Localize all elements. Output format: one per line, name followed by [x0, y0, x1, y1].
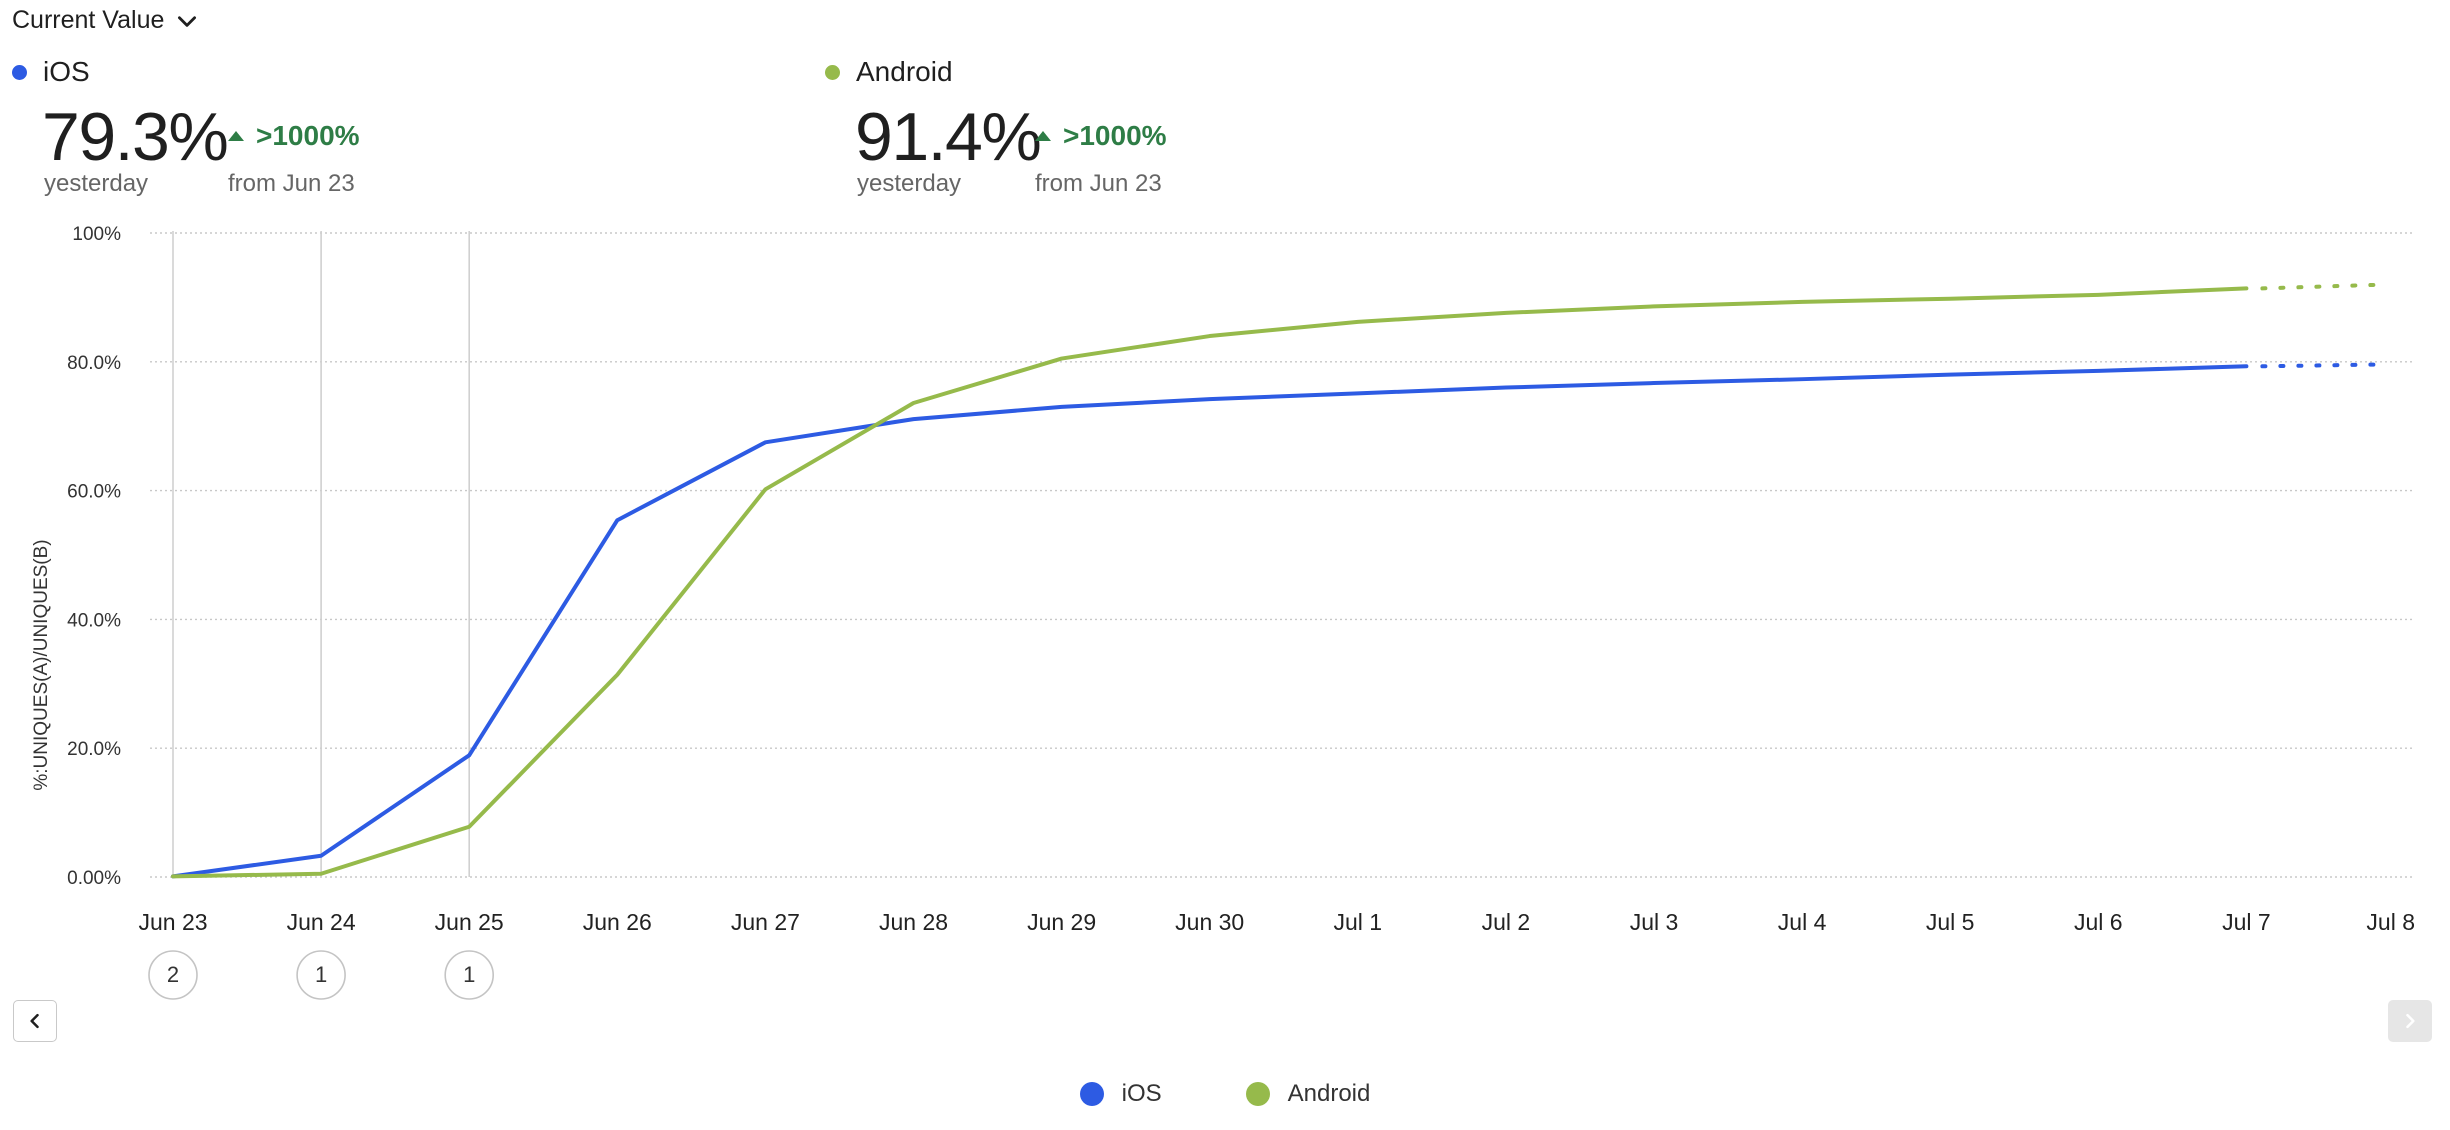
summary-ios-change-caption: from Jun 23	[228, 170, 355, 197]
series-line-android	[171, 286, 2249, 879]
summary-android-value-caption: yesterday	[857, 170, 962, 197]
y-axis-label: %:UNIQUES(A)/UNIQUES(B)	[31, 539, 52, 791]
annotation-count: 2	[167, 962, 179, 987]
chart-legend: iOS Android	[0, 1080, 2450, 1108]
metric-dropdown-label: Current Value	[12, 6, 165, 34]
y-tick-label: 0.00%	[67, 868, 121, 889]
x-tick-label: Jun 29	[1027, 909, 1096, 935]
summary-android-change: >1000%	[1035, 120, 1167, 152]
x-tick-label: Jun 27	[731, 909, 800, 935]
legend-android-label: Android	[1287, 1080, 1371, 1107]
summary-ios-change-value: >1000%	[256, 120, 360, 151]
annotation-badge	[148, 950, 198, 1000]
summary-android-value: 91.4%	[855, 99, 1042, 175]
x-tick-label: Jun 24	[287, 909, 356, 935]
triangle-up-icon	[228, 131, 244, 141]
series-line-ios	[171, 364, 2249, 879]
annotation-badge	[444, 950, 495, 1000]
x-tick-label: Jul 1	[1334, 909, 1383, 935]
annotation-count: 1	[463, 962, 475, 987]
summary-android-name: Android	[856, 56, 953, 87]
metric-dropdown[interactable]: Current Value	[12, 6, 200, 35]
y-tick-label: 40.0%	[67, 610, 121, 631]
prev-page-button[interactable]	[13, 1000, 57, 1042]
legend-android-marker	[1245, 1082, 1270, 1106]
x-tick-label: Jul 8	[2366, 909, 2415, 935]
x-tick-label: Jul 6	[2074, 909, 2123, 935]
legend-item-android[interactable]: Android	[1245, 1080, 1371, 1108]
series-incomplete-android	[2260, 282, 2389, 291]
triangle-up-icon	[1035, 131, 1051, 141]
summary-ios-value: 79.3%	[42, 99, 229, 175]
x-tick-label: Jul 5	[1926, 909, 1975, 935]
legend-item-ios[interactable]: iOS	[1079, 1080, 1162, 1108]
legend-ios-label: iOS	[1121, 1080, 1162, 1107]
x-tick-label: Jul 7	[2222, 909, 2271, 935]
legend-ios-marker	[1079, 1082, 1104, 1106]
y-tick-label: 80.0%	[67, 353, 121, 374]
android-series-dot	[825, 64, 840, 80]
x-tick-label: Jul 2	[1482, 909, 1531, 935]
chevron-down-icon	[178, 15, 197, 27]
summary-ios-change: >1000%	[228, 120, 360, 152]
summary-ios-value-caption: yesterday	[44, 170, 149, 197]
y-tick-label: 100%	[72, 224, 121, 245]
x-tick-label: Jun 28	[879, 909, 948, 935]
x-tick-label: Jul 4	[1778, 909, 1827, 935]
x-tick-label: Jun 23	[138, 909, 207, 935]
x-tick-label: Jul 3	[1630, 909, 1679, 935]
ios-series-dot	[12, 64, 27, 80]
summary-ios-name: iOS	[43, 56, 90, 87]
x-tick-label: Jun 30	[1175, 909, 1244, 935]
chevron-left-icon	[30, 1013, 39, 1029]
chevron-right-icon	[2406, 1013, 2415, 1029]
summary-android-change-value: >1000%	[1063, 120, 1167, 151]
x-tick-label: Jun 26	[583, 909, 652, 935]
series-incomplete-ios	[2260, 362, 2389, 369]
x-tick-label: Jun 25	[435, 909, 504, 935]
next-page-button[interactable]	[2388, 1000, 2432, 1042]
summary-android-header: Android	[825, 56, 953, 88]
annotation-badge	[296, 950, 346, 1000]
y-tick-label: 20.0%	[67, 739, 121, 760]
summary-android-change-caption: from Jun 23	[1035, 170, 1162, 197]
y-tick-label: 60.0%	[67, 482, 121, 503]
annotation-count: 1	[315, 962, 327, 987]
summary-ios-header: iOS	[12, 56, 90, 88]
line-chart: 0.00% 20.0% 40.0% 60.0% 80.0% 100% 2 1 1 Jun 23 Ju…	[67, 224, 2415, 1000]
